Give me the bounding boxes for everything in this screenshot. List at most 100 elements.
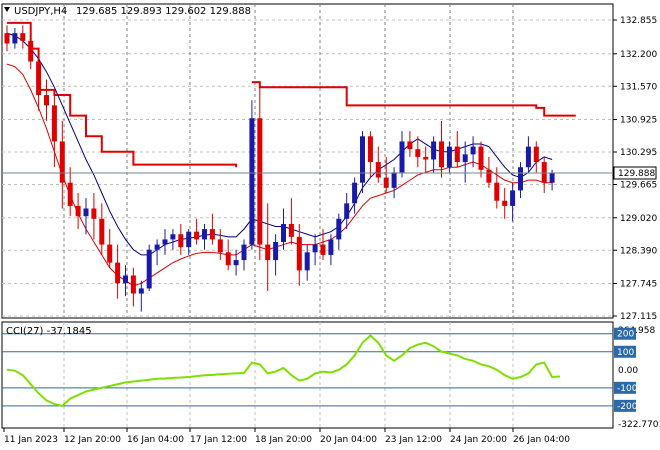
price-tick-label: 127.745 <box>620 280 657 290</box>
candle <box>178 223 184 255</box>
candle <box>91 193 97 240</box>
candle-body <box>209 229 215 240</box>
candle <box>12 27 18 49</box>
candle <box>383 156 389 194</box>
candle <box>304 244 310 281</box>
candle-body <box>423 156 429 160</box>
candle <box>281 208 286 250</box>
candle-body <box>51 105 57 142</box>
dropdown-triangle-icon[interactable] <box>4 7 10 12</box>
candle-body <box>225 252 231 266</box>
cci-level-label: 200 <box>617 330 634 340</box>
candle <box>470 136 476 168</box>
candle <box>75 193 81 230</box>
price-tick-label: 129.020 <box>620 214 657 224</box>
cci-line <box>6 334 561 407</box>
candle-body <box>186 231 192 248</box>
cci-level-label: -200 <box>617 402 638 412</box>
candle <box>209 213 215 245</box>
candle <box>4 25 10 52</box>
time-tick-label: 23 Jan 12:00 <box>385 435 442 445</box>
candle <box>502 187 508 219</box>
candle-body <box>44 95 49 106</box>
candle-body <box>288 223 294 237</box>
time-axis: 11 Jan 2023 12 Jan 20:00 16 Jan 04:00 17 Ja… <box>3 428 570 445</box>
candle <box>533 141 539 173</box>
candle-body <box>83 208 89 217</box>
candle <box>439 120 444 178</box>
cci-level-label: 100 <box>617 348 634 358</box>
time-tick-label: 24 Jan 20:00 <box>450 435 507 445</box>
candle <box>162 229 168 255</box>
candle <box>446 141 452 173</box>
candle <box>510 182 516 222</box>
candle-body <box>502 200 508 206</box>
candle <box>186 229 192 255</box>
cci-level-badge <box>614 399 636 412</box>
candle-body <box>91 208 97 219</box>
candle <box>36 53 42 111</box>
current-price-marker: 129.888 <box>2 166 657 180</box>
candle <box>130 267 136 307</box>
candles <box>4 25 555 312</box>
price-axis: 132.855 132.200 131.570 130.925 130.295 129.6… <box>613 16 657 322</box>
candle-body <box>486 169 492 183</box>
candle <box>518 162 523 199</box>
main-price-pane[interactable]: USDJPY,H4 129.685 129.893 129.602 129.88… <box>1 3 614 319</box>
candle <box>217 229 223 261</box>
candle <box>202 223 207 250</box>
price-tick-label: 132.200 <box>620 50 657 60</box>
time-tick-label: 16 Jan 04:00 <box>127 435 184 445</box>
candle-body <box>123 275 128 284</box>
candle <box>138 280 144 312</box>
candle-body <box>296 236 302 271</box>
candle <box>312 234 318 266</box>
candle-body <box>454 146 460 163</box>
price-tick-label: 132.855 <box>620 16 657 26</box>
candle <box>233 249 239 276</box>
time-tick-label: 26 Jan 04:00 <box>513 435 570 445</box>
candle-body <box>138 288 144 294</box>
candle-body <box>494 182 500 201</box>
time-tick-label: 18 Jan 20:00 <box>255 435 312 445</box>
candle-body <box>533 146 539 163</box>
candle-body <box>549 173 555 183</box>
chart-symbol: USDJPY,H4 <box>14 6 67 17</box>
candle <box>541 156 547 194</box>
candle-body <box>75 205 81 217</box>
candle <box>83 198 89 235</box>
candle <box>225 239 231 271</box>
candle-body <box>446 146 452 168</box>
candle-body <box>281 223 286 242</box>
candle-body <box>541 162 547 183</box>
candle <box>265 203 271 291</box>
time-tick-label: 20 Jan 04:00 <box>320 435 377 445</box>
candle-body <box>194 231 200 240</box>
stop-line-segment <box>7 21 238 168</box>
cci-series <box>6 334 561 407</box>
candle-body <box>146 249 152 289</box>
candle-body <box>115 262 121 284</box>
candle-body <box>407 141 413 150</box>
cci-max-label: 264.958 <box>618 326 655 336</box>
candle <box>336 213 342 250</box>
candle-body <box>4 33 10 44</box>
candle-body <box>439 141 444 168</box>
candle <box>407 131 413 157</box>
candle <box>241 239 247 271</box>
candle-body <box>265 244 271 261</box>
candle-body <box>20 33 26 41</box>
time-tick-label: 11 Jan 2023 <box>4 435 58 445</box>
candle-body <box>344 203 350 219</box>
candle-body <box>415 149 421 157</box>
cci-level-label: -100 <box>617 384 638 394</box>
cci-level-badge <box>614 381 636 394</box>
candle-body <box>28 40 34 62</box>
candle-body <box>178 234 184 248</box>
candle <box>352 177 358 214</box>
candle-body <box>241 244 247 261</box>
candle <box>249 100 255 250</box>
price-tick-label: 130.295 <box>620 148 657 158</box>
cci-pane[interactable]: CCI(27) -37.1845 <box>1 321 614 429</box>
